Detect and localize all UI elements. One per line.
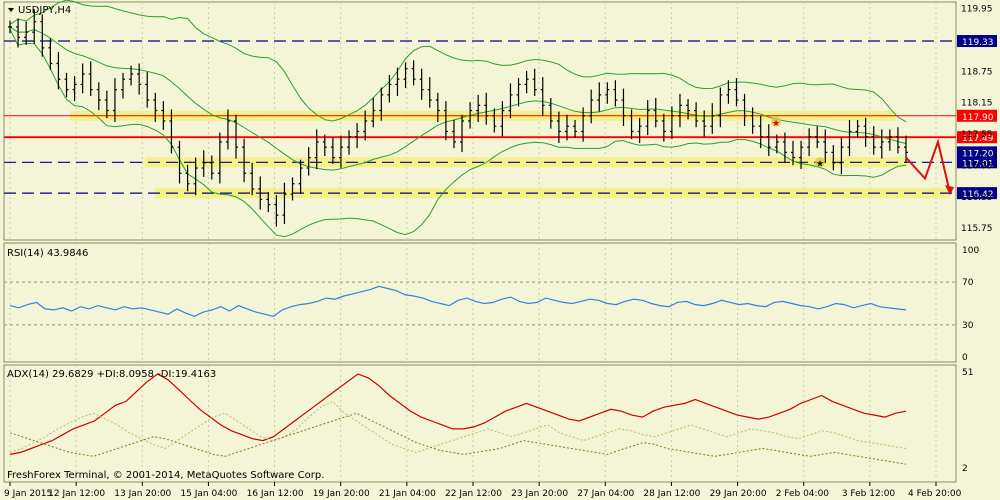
- price-label-bg: [957, 146, 997, 159]
- markers: ★★: [771, 116, 825, 169]
- arrow-head-icon: [945, 185, 954, 196]
- x-axis-tick: 29 Jan 20:00: [710, 489, 767, 499]
- price-label-bg: [957, 109, 997, 122]
- resistance-touch-marker: [771, 116, 781, 127]
- adx-title: ADX(14) 29.6829 +DI:8.0958 -DI:19.4163: [7, 369, 216, 380]
- rsi-axis-tick: 30: [962, 321, 974, 331]
- x-axis-tick: 9 Jan 2015: [4, 489, 52, 499]
- price-axis-tick: 116.95: [961, 161, 993, 171]
- x-axis-tick: 4 Feb 20:00: [908, 489, 962, 499]
- adx-series: [9, 373, 907, 465]
- price-axis-tick: 116.35: [961, 193, 993, 203]
- price-level-label: 117.01: [962, 159, 994, 169]
- rsi-line: [9, 285, 907, 317]
- price-label-bg: [957, 187, 997, 200]
- grid: [4, 2, 956, 482]
- x-axis-tick: 13 Jan 20:00: [114, 489, 171, 499]
- x-axis-tick: 12 Jan 12:00: [48, 489, 105, 499]
- price-axis-tick: 118.75: [961, 67, 993, 77]
- price-level-label: 116.42: [962, 190, 994, 200]
- price-panel: [3, 1, 957, 241]
- rsi-axis-tick: 100: [962, 246, 979, 256]
- arrow-path: [905, 138, 951, 194]
- support-touch-marker: [815, 157, 825, 168]
- price-axis-tick: 118.15: [961, 99, 993, 109]
- x-axis-tick: 19 Jan 20:00: [313, 489, 370, 499]
- price-axis-tick: 119.95: [961, 5, 993, 15]
- x-axis-tick: 22 Jan 12:00: [445, 489, 502, 499]
- rsi-title: RSI(14) 43.9846: [7, 248, 88, 259]
- price-level-label: 117.20: [962, 149, 994, 159]
- symbol-dropdown-icon[interactable]: [8, 8, 14, 12]
- x-axis-tick: 3 Feb 12:00: [842, 489, 896, 499]
- price-axis-tick: 115.75: [961, 224, 993, 234]
- rsi-series: [9, 285, 907, 317]
- price-label-bg: [957, 131, 997, 144]
- price-level-label: 119.33: [962, 38, 994, 48]
- forecast-arrow: [905, 138, 954, 196]
- adx-line: [9, 412, 907, 465]
- adx-line: [9, 400, 907, 453]
- rsi-axis-tick: 70: [962, 278, 974, 288]
- adx-axis-tick: 51: [962, 368, 973, 378]
- price-axis-tick: 117.55: [961, 130, 993, 140]
- adx-line: [9, 373, 907, 455]
- x-axis-tick: 28 Jan 12:00: [643, 489, 700, 499]
- star-icon: ★: [816, 159, 824, 169]
- price-level-label: 117.49: [962, 134, 994, 144]
- x-axis-tick: 15 Jan 04:00: [180, 489, 237, 499]
- adx-axis-tick: 2: [962, 464, 968, 474]
- rsi-axis-tick: 0: [962, 353, 968, 363]
- bollinger-line: [9, 0, 907, 123]
- bollinger-line: [9, 26, 907, 171]
- price-level-label: 117.90: [962, 113, 994, 123]
- symbol-title: USDJPY,H4: [18, 5, 71, 16]
- x-axis-tick: 27 Jan 04:00: [577, 489, 634, 499]
- adx-panel: [3, 364, 957, 483]
- bollinger-line: [9, 29, 907, 238]
- x-axis-tick: 23 Jan 20:00: [511, 489, 568, 499]
- x-axis-tick: 16 Jan 12:00: [247, 489, 304, 499]
- bollinger-bands: [9, 0, 907, 238]
- star-icon: ★: [772, 119, 780, 129]
- footer-copyright: FreshForex Terminal, © 2001-2014, MetaQu…: [7, 470, 324, 481]
- price-label-bg: [957, 35, 997, 48]
- x-axis-tick: 21 Jan 04:00: [379, 489, 436, 499]
- x-axis-tick: 2 Feb 04:00: [776, 489, 830, 499]
- price-label-bg: [957, 156, 997, 169]
